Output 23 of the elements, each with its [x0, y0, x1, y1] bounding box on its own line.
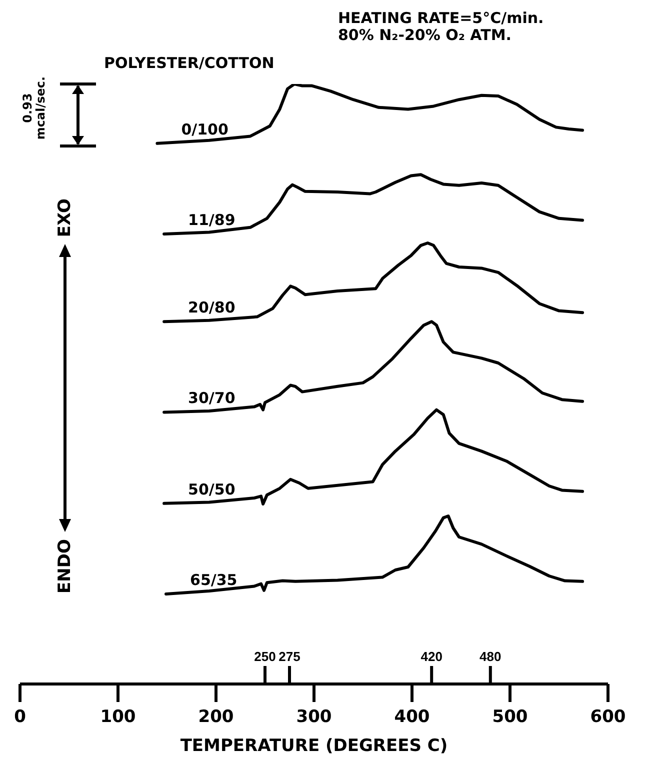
text: ENDO EXO: [55, 198, 75, 594]
x-tick-label: 100: [100, 707, 136, 727]
x2-tick-label: 275: [278, 649, 300, 664]
series-label: 20/80: [188, 298, 236, 317]
series-label: 30/70: [188, 389, 236, 408]
series-label: 11/89: [188, 211, 236, 229]
text: POLYESTER/COTTON: [104, 54, 274, 72]
annotation: 0.93 mcal/sec.: [21, 76, 48, 140]
x2-tick-label: 480: [480, 649, 502, 664]
series-label: 0/100: [181, 120, 228, 138]
x-axis-title: TEMPERATURE (DEGREES C): [180, 736, 448, 756]
text: 80% N₂-20% O₂ ATM.: [338, 26, 512, 44]
text: HEATING RATE=5°C/min.: [338, 9, 544, 27]
x2-tick-label: 420: [420, 649, 442, 664]
x2-tick-label: 250: [254, 649, 276, 664]
x-tick-label: 400: [394, 707, 430, 727]
series-label: 65/35: [190, 571, 238, 589]
x-tick-label: 300: [296, 707, 332, 727]
x-tick-label: 200: [198, 707, 234, 727]
x-tick-label: 0: [14, 707, 26, 727]
x-tick-label: 500: [492, 707, 528, 727]
series-label: 50/50: [188, 480, 236, 498]
x-tick-label: 600: [590, 707, 626, 727]
